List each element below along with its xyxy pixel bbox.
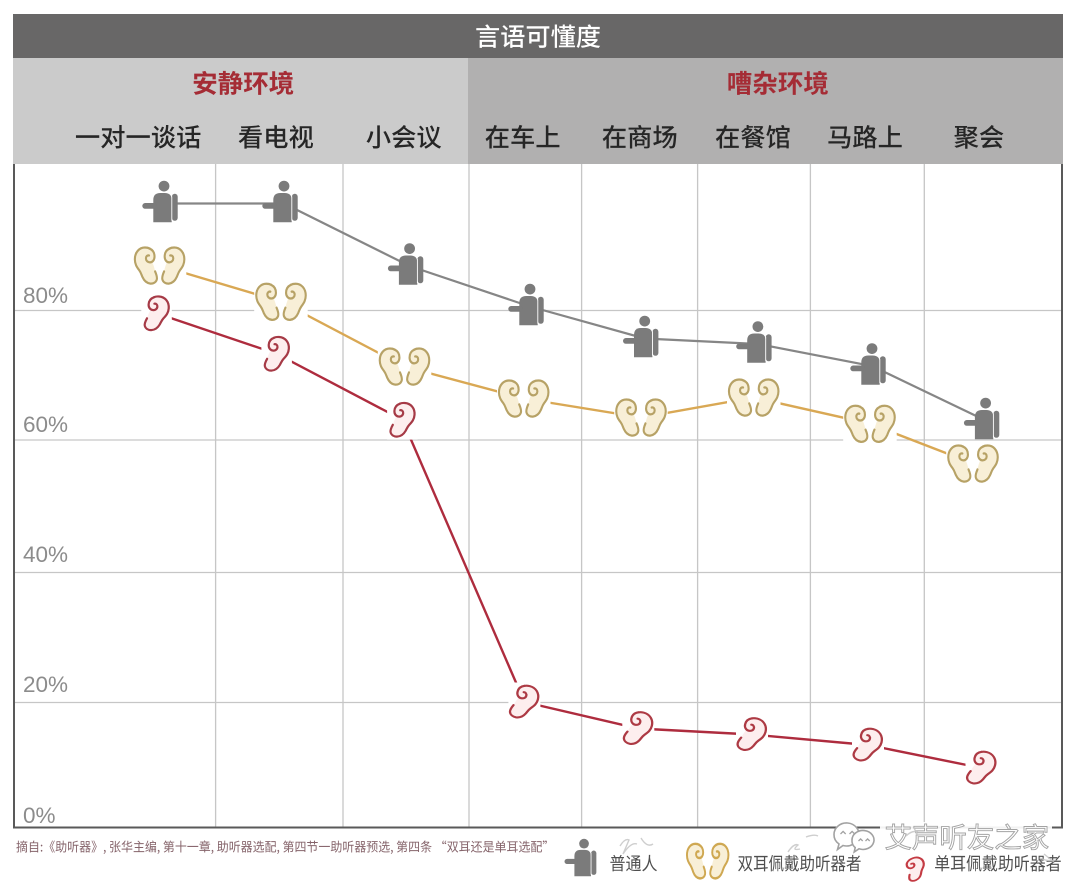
svg-text:20%: 20% [23,672,68,697]
svg-text:40%: 40% [23,542,68,567]
svg-text:80%: 80% [23,283,68,308]
svg-text:0%: 0% [23,803,56,828]
svg-text:60%: 60% [23,412,68,437]
